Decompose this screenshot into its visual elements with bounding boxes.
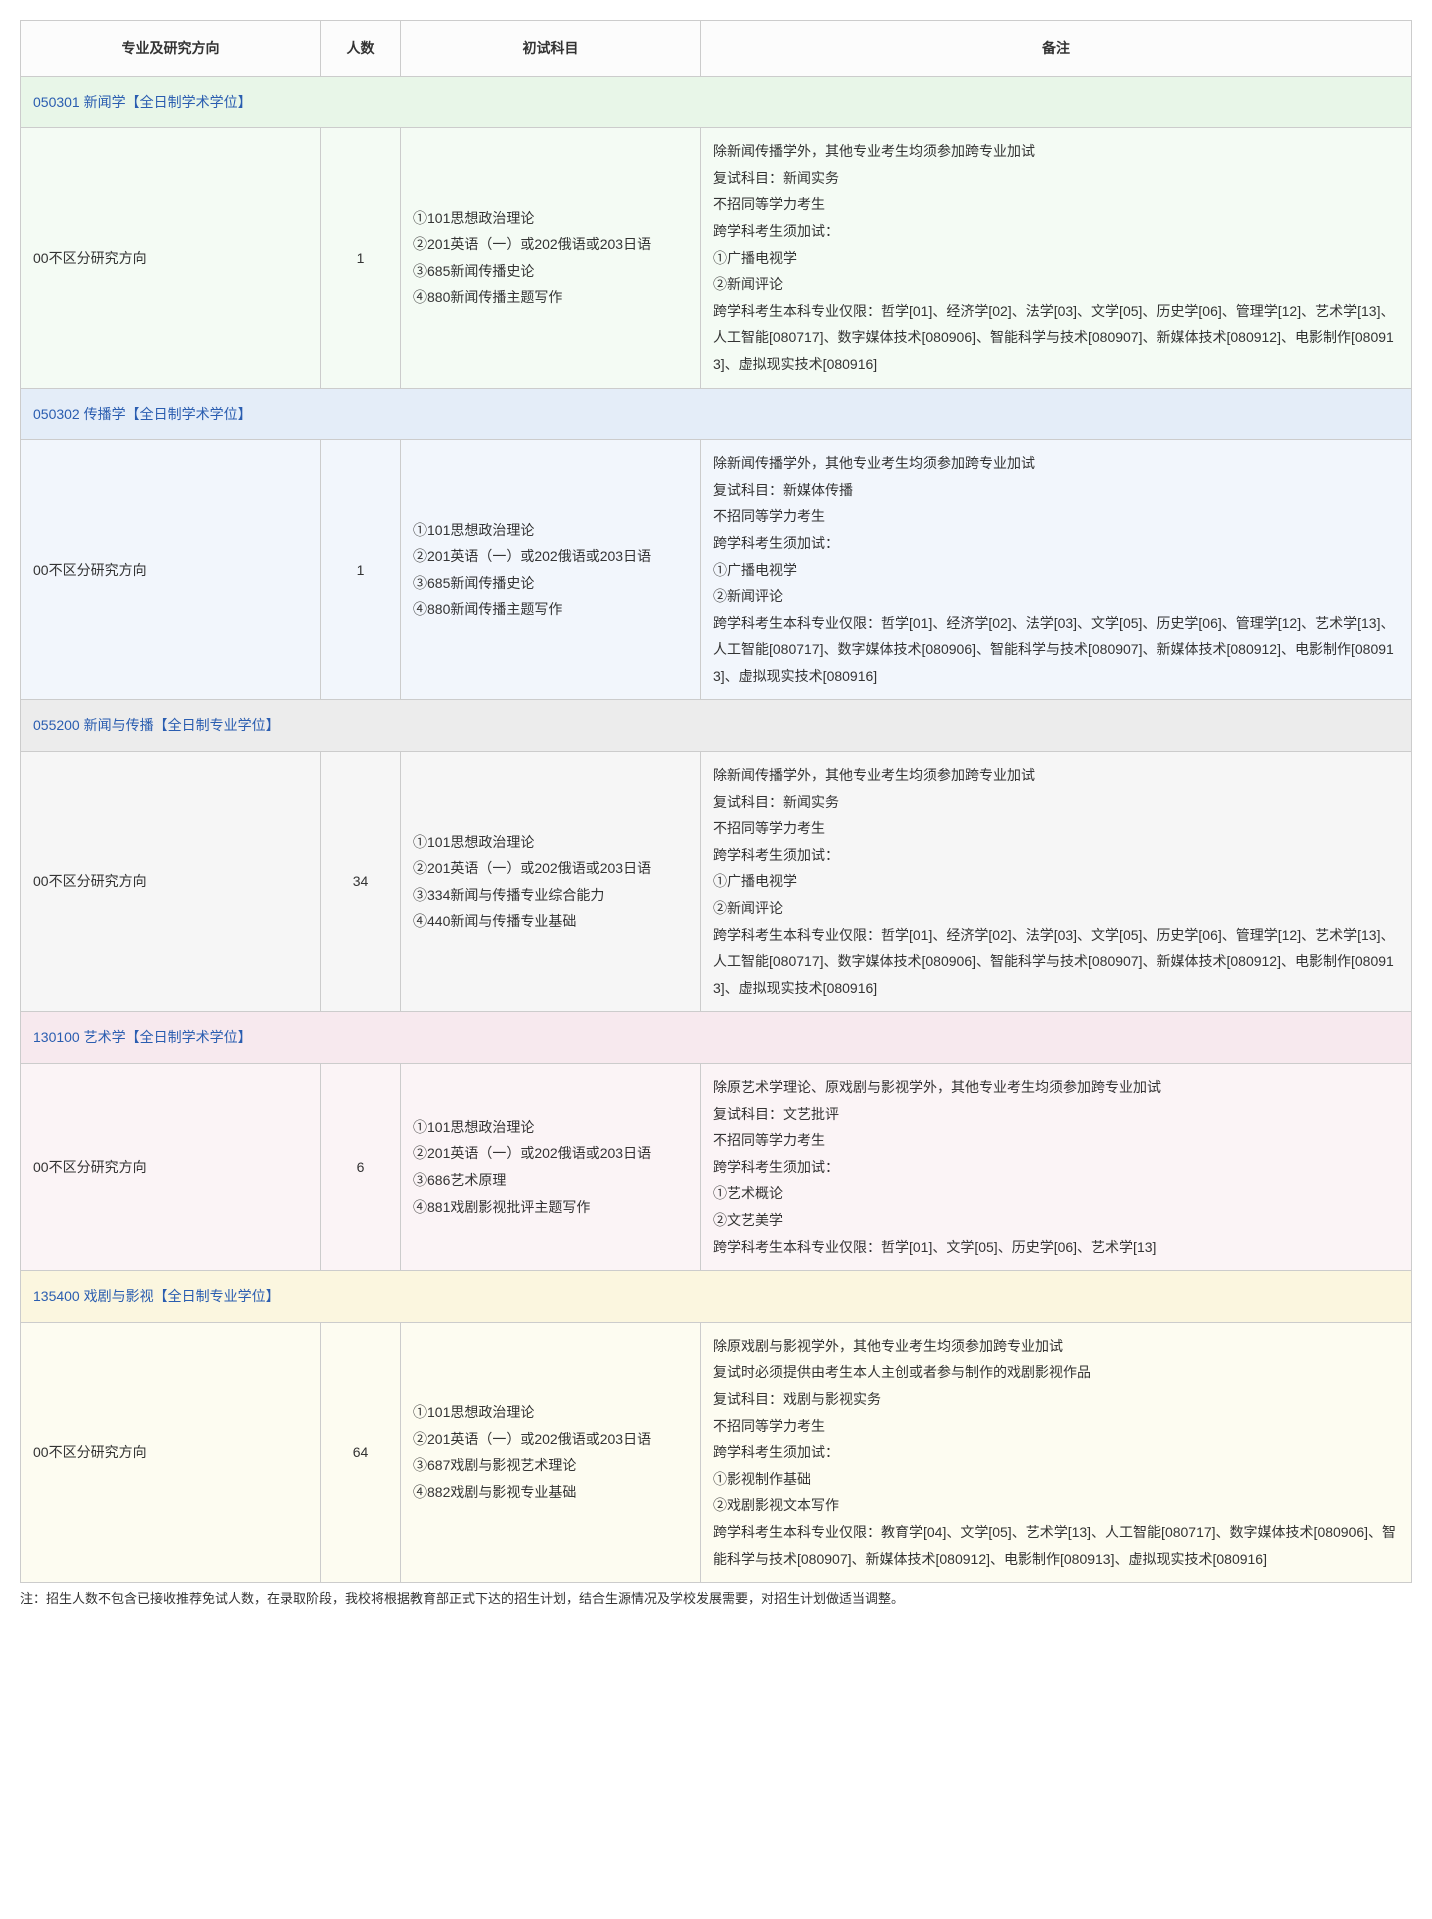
group-title-row: 130100 艺术学【全日制学术学位】 [21, 1012, 1412, 1064]
footnote: 注：招生人数不包含已接收推荐免试人数，在录取阶段，我校将根据教育部正式下达的招生… [20, 1589, 1412, 1610]
col-header-count: 人数 [321, 21, 401, 77]
group-135400: 135400 戏剧与影视【全日制专业学位】 00不区分研究方向 64 ①101思… [21, 1271, 1412, 1583]
group-title: 050301 新闻学【全日制学术学位】 [21, 76, 1412, 128]
group-title: 055200 新闻与传播【全日制专业学位】 [21, 700, 1412, 752]
count-cell: 64 [321, 1322, 401, 1582]
table-row: 00不区分研究方向 64 ①101思想政治理论②201英语（一）或202俄语或2… [21, 1322, 1412, 1582]
col-header-exam: 初试科目 [401, 21, 701, 77]
exam-cell: ①101思想政治理论②201英语（一）或202俄语或203日语③685新闻传播史… [401, 440, 701, 700]
group-130100: 130100 艺术学【全日制学术学位】 00不区分研究方向 6 ①101思想政治… [21, 1012, 1412, 1271]
exam-cell: ①101思想政治理论②201英语（一）或202俄语或203日语③686艺术原理④… [401, 1064, 701, 1271]
group-title-row: 055200 新闻与传播【全日制专业学位】 [21, 700, 1412, 752]
group-055200: 055200 新闻与传播【全日制专业学位】 00不区分研究方向 34 ①101思… [21, 700, 1412, 1012]
col-header-note: 备注 [701, 21, 1412, 77]
count-cell: 34 [321, 752, 401, 1012]
group-050302: 050302 传播学【全日制学术学位】 00不区分研究方向 1 ①101思想政治… [21, 388, 1412, 700]
group-title-row: 050302 传播学【全日制学术学位】 [21, 388, 1412, 440]
table-row: 00不区分研究方向 34 ①101思想政治理论②201英语（一）或202俄语或2… [21, 752, 1412, 1012]
group-title: 050302 传播学【全日制学术学位】 [21, 388, 1412, 440]
count-cell: 1 [321, 440, 401, 700]
direction-cell: 00不区分研究方向 [21, 1322, 321, 1582]
page-container: 专业及研究方向 人数 初试科目 备注 050301 新闻学【全日制学术学位】 0… [20, 20, 1412, 1610]
exam-cell: ①101思想政治理论②201英语（一）或202俄语或203日语③334新闻与传播… [401, 752, 701, 1012]
table-row: 00不区分研究方向 1 ①101思想政治理论②201英语（一）或202俄语或20… [21, 440, 1412, 700]
exam-cell: ①101思想政治理论②201英语（一）或202俄语或203日语③685新闻传播史… [401, 128, 701, 388]
direction-cell: 00不区分研究方向 [21, 128, 321, 388]
group-title: 130100 艺术学【全日制学术学位】 [21, 1012, 1412, 1064]
direction-cell: 00不区分研究方向 [21, 752, 321, 1012]
admission-table: 专业及研究方向 人数 初试科目 备注 050301 新闻学【全日制学术学位】 0… [20, 20, 1412, 1583]
count-cell: 1 [321, 128, 401, 388]
note-cell: 除新闻传播学外，其他专业考生均须参加跨专业加试复试科目：新闻实务不招同等学力考生… [701, 752, 1412, 1012]
exam-cell: ①101思想政治理论②201英语（一）或202俄语或203日语③687戏剧与影视… [401, 1322, 701, 1582]
group-title: 135400 戏剧与影视【全日制专业学位】 [21, 1271, 1412, 1323]
direction-cell: 00不区分研究方向 [21, 440, 321, 700]
count-cell: 6 [321, 1064, 401, 1271]
note-cell: 除新闻传播学外，其他专业考生均须参加跨专业加试复试科目：新媒体传播不招同等学力考… [701, 440, 1412, 700]
direction-cell: 00不区分研究方向 [21, 1064, 321, 1271]
col-header-direction: 专业及研究方向 [21, 21, 321, 77]
table-row: 00不区分研究方向 1 ①101思想政治理论②201英语（一）或202俄语或20… [21, 128, 1412, 388]
group-title-row: 135400 戏剧与影视【全日制专业学位】 [21, 1271, 1412, 1323]
note-cell: 除新闻传播学外，其他专业考生均须参加跨专业加试复试科目：新闻实务不招同等学力考生… [701, 128, 1412, 388]
group-050301: 050301 新闻学【全日制学术学位】 00不区分研究方向 1 ①101思想政治… [21, 76, 1412, 388]
table-header-row: 专业及研究方向 人数 初试科目 备注 [21, 21, 1412, 77]
table-row: 00不区分研究方向 6 ①101思想政治理论②201英语（一）或202俄语或20… [21, 1064, 1412, 1271]
note-cell: 除原戏剧与影视学外，其他专业考生均须参加跨专业加试复试时必须提供由考生本人主创或… [701, 1322, 1412, 1582]
group-title-row: 050301 新闻学【全日制学术学位】 [21, 76, 1412, 128]
note-cell: 除原艺术学理论、原戏剧与影视学外，其他专业考生均须参加跨专业加试复试科目：文艺批… [701, 1064, 1412, 1271]
